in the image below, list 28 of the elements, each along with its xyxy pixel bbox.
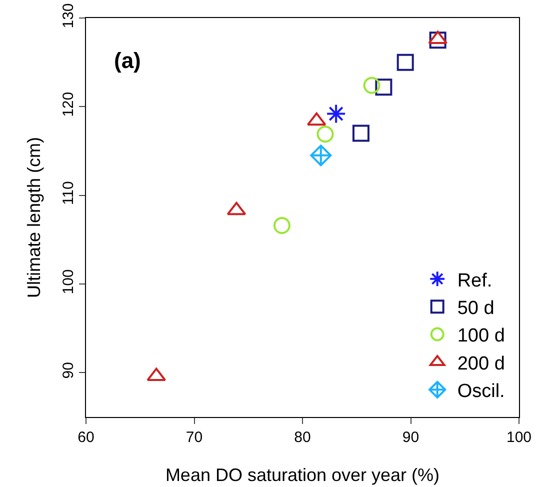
point xyxy=(396,54,414,71)
x-tick-label: 90 xyxy=(402,429,420,446)
y-tick-label: 110 xyxy=(60,181,77,206)
y-tick-label: 130 xyxy=(60,3,77,28)
point xyxy=(429,32,446,49)
legend-label: 50 d xyxy=(457,298,494,319)
point xyxy=(310,144,332,166)
annotation: (a) xyxy=(114,48,141,73)
x-tick-label: 80 xyxy=(294,429,311,446)
y-axis-title: Ultimate length (cm) xyxy=(24,136,44,298)
point xyxy=(326,104,346,124)
x-tick-label: 100 xyxy=(506,429,532,446)
point xyxy=(352,124,370,142)
y-tick-label: 120 xyxy=(60,92,77,117)
y-tick-label: 90 xyxy=(60,362,77,379)
legend-label: Oscil. xyxy=(457,381,505,402)
x-tick-label: 70 xyxy=(186,429,203,446)
point xyxy=(375,78,392,96)
legend-label: Ref. xyxy=(457,270,492,292)
y-tick-label: 100 xyxy=(60,269,77,294)
point xyxy=(226,202,246,216)
point xyxy=(363,76,380,94)
legend-label: 100 d xyxy=(457,326,505,347)
x-axis-title: Mean DO saturation over year (%) xyxy=(165,465,440,485)
legend-label: 200 d xyxy=(457,353,505,374)
point xyxy=(316,126,334,143)
point xyxy=(273,216,290,234)
x-tick-label: 60 xyxy=(78,429,94,446)
